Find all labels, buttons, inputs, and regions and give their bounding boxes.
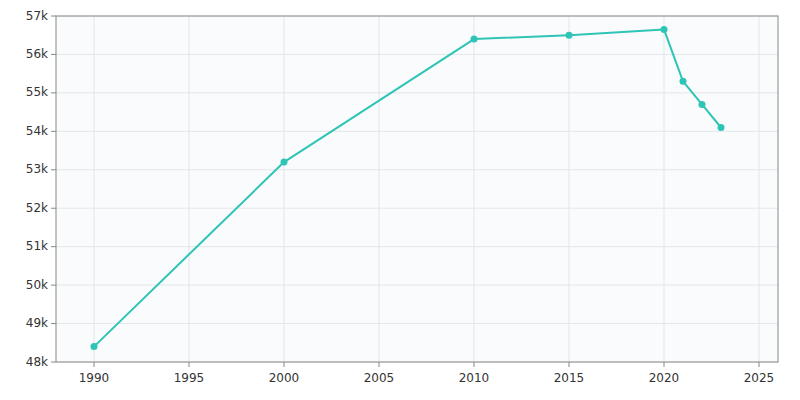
y-tick-label: 49k (26, 316, 48, 330)
x-grid-line (94, 16, 95, 362)
y-grid-line (56, 92, 778, 93)
marker (566, 32, 573, 39)
x-tick-label: 2020 (649, 371, 680, 385)
y-grid-line (56, 54, 778, 55)
marker (680, 78, 687, 85)
data-group (91, 26, 725, 350)
y-tick-label: 52k (26, 201, 48, 215)
x-tick-label: 2010 (459, 371, 490, 385)
x-grid-line (189, 16, 190, 362)
line (94, 29, 721, 346)
y-grid-line (56, 323, 778, 324)
y-grid-line (56, 208, 778, 209)
x-tick-label: 1995 (174, 371, 205, 385)
x-tick (664, 362, 665, 367)
marker (718, 124, 725, 131)
x-tick (569, 362, 570, 367)
y-tick-label: 48k (26, 355, 48, 369)
y-tick (51, 362, 56, 363)
y-tick (51, 169, 56, 170)
plot-frame (56, 16, 778, 362)
x-tick-label: 2015 (554, 371, 585, 385)
x-grid-line (284, 16, 285, 362)
y-grid-line (56, 285, 778, 286)
x-tick (759, 362, 760, 367)
y-tick-label: 56k (26, 47, 48, 61)
y-tick (51, 323, 56, 324)
x-tick (189, 362, 190, 367)
x-tick (284, 362, 285, 367)
x-grid-line (379, 16, 380, 362)
marker (661, 26, 668, 33)
plot-background (56, 16, 778, 362)
x-grid-line (664, 16, 665, 362)
y-tick-label: 51k (26, 239, 48, 253)
y-tick-label: 54k (26, 124, 48, 138)
marker (699, 101, 706, 108)
y-tick (51, 285, 56, 286)
marker (471, 36, 478, 43)
x-tick (379, 362, 380, 367)
y-tick (51, 208, 56, 209)
x-tick-label: 1990 (79, 371, 110, 385)
x-tick-label: 2000 (269, 371, 300, 385)
y-grid-line (56, 169, 778, 170)
y-tick-label: 53k (26, 162, 48, 176)
x-grid-line (569, 16, 570, 362)
y-tick-label: 55k (26, 85, 48, 99)
y-grid-line (56, 246, 778, 247)
y-tick (51, 246, 56, 247)
x-grid-line (759, 16, 760, 362)
axes: 48k 49k 50k 51k 52k 53k 54k 55k 56k 57k 1990 1995 20… (26, 9, 778, 386)
y-tick (51, 54, 56, 55)
marker (281, 159, 288, 166)
y-tick-label: 57k (26, 9, 48, 23)
y-grid-line (56, 131, 778, 132)
x-tick (94, 362, 95, 367)
x-grid-line (474, 16, 475, 362)
marker (91, 343, 98, 350)
y-tick (51, 16, 56, 17)
x-tick (474, 362, 475, 367)
chart-container: 48k 49k 50k 51k 52k 53k 54k 55k 56k 57k 1990 1995 20… (0, 0, 800, 400)
x-tick-label: 2025 (744, 371, 775, 385)
y-tick (51, 92, 56, 93)
chart-svg: 48k 49k 50k 51k 52k 53k 54k 55k 56k 57k 1990 1995 20… (0, 0, 800, 400)
y-tick (51, 131, 56, 132)
x-tick-label: 2005 (364, 371, 395, 385)
grid (56, 16, 778, 362)
y-tick-label: 50k (26, 278, 48, 292)
